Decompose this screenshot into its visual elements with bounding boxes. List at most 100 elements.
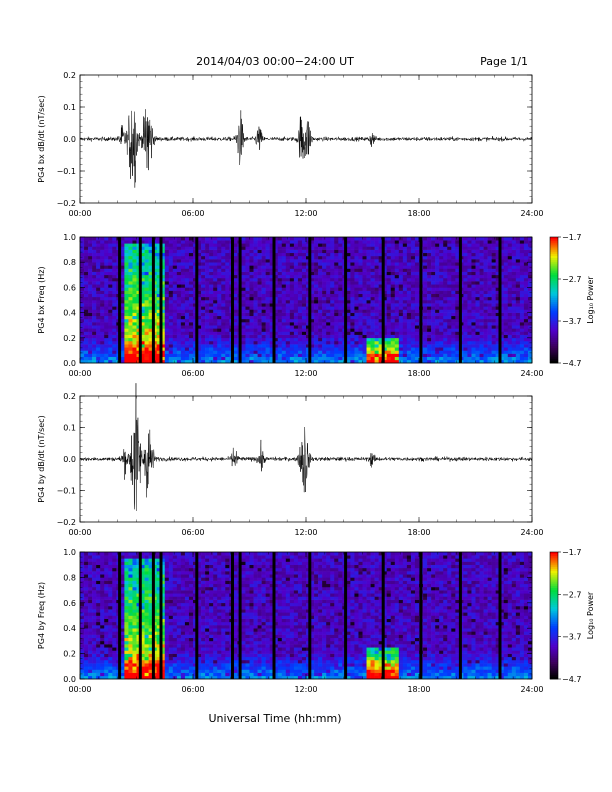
colorbar-swatch — [550, 344, 558, 347]
spectrogram-cell — [100, 281, 105, 285]
spectrogram-cell — [205, 356, 210, 361]
spectrogram-cell — [318, 271, 323, 276]
spectrogram-cell — [499, 249, 505, 254]
spectrogram-cell — [439, 331, 444, 335]
spectrogram-cell — [503, 249, 509, 254]
spectrogram-cell — [225, 243, 230, 247]
spectrogram-cell — [124, 259, 129, 263]
spectrogram-cell — [378, 300, 383, 304]
spectrogram-cell — [398, 284, 404, 288]
spectrogram-cell — [172, 287, 178, 291]
spectrogram-cell — [245, 353, 250, 357]
spectrogram-cell — [84, 353, 89, 357]
y-tick-label: 0.2 — [63, 392, 76, 401]
spectrogram-cell — [451, 246, 456, 250]
spectrogram-cell — [338, 347, 343, 351]
spectrogram-cell — [467, 284, 472, 288]
spectrogram-cell — [205, 293, 210, 298]
spectrogram-cell — [447, 309, 452, 313]
spectrogram-cell — [257, 290, 262, 294]
spectrogram-cell — [253, 262, 258, 266]
spectrogram-cell — [249, 325, 254, 329]
spectrogram-cell — [414, 344, 420, 348]
spectrogram-cell — [172, 259, 178, 263]
spectrogram-cell — [277, 347, 283, 351]
spectrogram-cell — [225, 259, 230, 263]
spectrogram-cell — [463, 265, 468, 269]
spectrogram-cell — [443, 265, 448, 269]
spectrogram-cell — [447, 325, 452, 329]
spectrogram-cell — [491, 296, 496, 301]
spectrogram-cell — [414, 293, 420, 298]
spectrogram-cell — [491, 340, 496, 345]
spectrogram-cell — [265, 274, 270, 279]
spectrogram-cell — [96, 303, 101, 307]
spectrogram-cell — [180, 265, 186, 269]
spectrogram-cell — [184, 265, 190, 269]
spectrogram-cell — [394, 271, 400, 276]
spectrogram-cell — [217, 284, 222, 288]
spectrogram-cell — [293, 265, 299, 269]
spectrogram-cell — [168, 331, 174, 335]
spectrogram-cell — [261, 249, 266, 254]
spectrogram-cell — [338, 240, 343, 244]
spectrogram-cell — [188, 249, 194, 254]
spectrogram-cell — [350, 353, 355, 357]
spectrogram-cell — [374, 277, 379, 282]
spectrogram-cell — [507, 328, 513, 332]
spectrogram-cell — [507, 259, 513, 263]
spectrogram-cell — [156, 303, 162, 307]
spectrogram-cell — [273, 328, 279, 332]
spectrogram-cell — [184, 303, 190, 307]
spectrogram-cell — [410, 290, 416, 294]
spectrogram-cell — [108, 306, 113, 310]
spectrogram-cell — [370, 334, 375, 339]
spectrogram-cell — [261, 262, 266, 266]
spectrogram-cell — [197, 334, 202, 339]
spectrogram-cell — [527, 252, 533, 257]
spectrogram-cell — [277, 262, 283, 266]
spectrogram-cell — [451, 312, 456, 317]
spectrogram-cell — [406, 271, 412, 276]
spectrogram-cell — [233, 252, 238, 257]
spectrogram-cell — [265, 246, 270, 250]
spectrogram-cell — [310, 318, 315, 323]
spectrogram-cell — [423, 252, 428, 257]
spectrogram-cell — [382, 259, 388, 263]
spectrogram-cell — [221, 322, 226, 326]
spectrogram-cell — [310, 296, 315, 301]
spectrogram-cell — [265, 293, 270, 298]
spectrogram-cell — [503, 340, 509, 345]
spectrogram-cell — [370, 328, 375, 332]
spectrogram-cell — [128, 356, 133, 361]
spectrogram-cell — [467, 252, 472, 257]
spectrogram-cell — [527, 353, 533, 357]
spectrogram-cell — [281, 350, 287, 354]
spectrogram-cell — [249, 296, 254, 301]
spectrogram-cell — [249, 353, 254, 357]
spectrogram-cell — [306, 271, 311, 276]
spectrogram-cell — [350, 240, 355, 244]
spectrogram-cell — [511, 344, 517, 348]
spectrogram-cell — [414, 237, 420, 241]
spectrogram-cell — [495, 290, 501, 294]
spectrogram-cell — [92, 293, 97, 298]
spectrogram-cell — [326, 296, 331, 301]
spectrogram-cell — [269, 265, 275, 269]
spectrogram-cell — [330, 268, 335, 272]
spectrogram-cell — [277, 277, 283, 282]
spectrogram-cell — [92, 246, 97, 250]
spectrogram-cell — [455, 300, 460, 304]
spectrogram-cell — [297, 340, 303, 345]
spectrogram-cell — [310, 268, 315, 272]
spectrogram-cell — [136, 290, 141, 294]
spectrogram-cell — [120, 334, 125, 339]
spectrogram-cell — [431, 274, 436, 279]
spectrogram-cell — [124, 255, 129, 260]
spectrogram-cell — [503, 356, 509, 361]
spectrogram-cell — [193, 265, 198, 269]
spectrogram-cell — [346, 322, 351, 326]
colorbar-swatch — [550, 237, 558, 240]
colorbar-swatch — [550, 327, 558, 330]
spectrogram-cell — [188, 344, 194, 348]
